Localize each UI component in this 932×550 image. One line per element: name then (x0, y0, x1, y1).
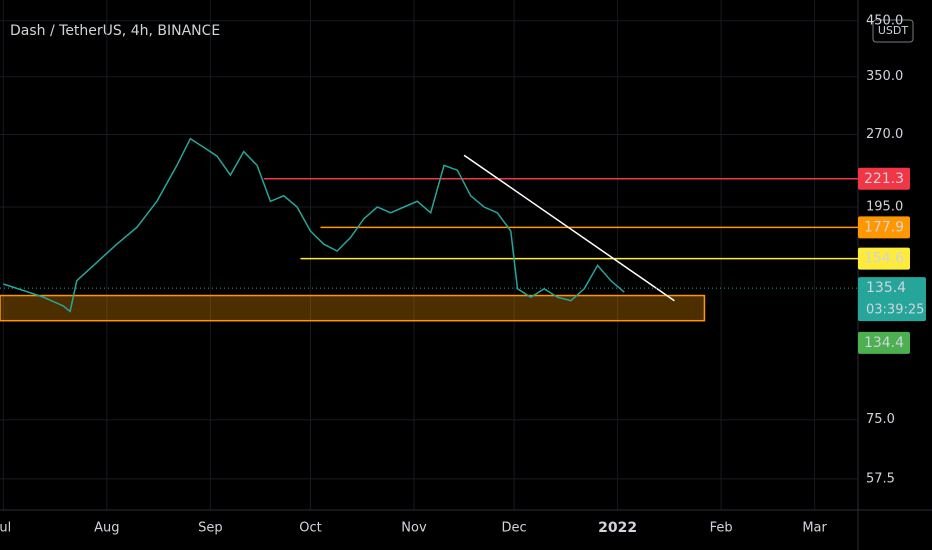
last-price-box (858, 277, 926, 322)
trendline (463, 154, 675, 302)
level-label: 221.3 (864, 171, 904, 187)
countdown-label: 03:39:25 (866, 303, 924, 318)
y-tick-label: 75.0 (866, 412, 895, 427)
zone (0, 294, 706, 322)
y-tick-label: 450.0 (866, 13, 903, 28)
level-label: 154.6 (864, 251, 904, 267)
price-line (3, 137, 625, 313)
currency-label[interactable]: USDT (878, 24, 909, 37)
x-tick-label: Nov (401, 521, 427, 536)
x-tick-label: Mar (802, 521, 827, 536)
low-label-box (858, 331, 910, 354)
level-box (858, 167, 910, 190)
level-box (858, 247, 910, 270)
x-tick-label: Dec (502, 521, 527, 536)
y-tick-label: 195.0 (866, 199, 903, 214)
x-tick-label: Oct (299, 521, 321, 536)
level-label: 177.9 (864, 219, 904, 235)
last-price-label: 135.4 (866, 280, 906, 296)
y-tick-label: 57.5 (866, 471, 895, 486)
x-tick-label: 2022 (598, 520, 637, 536)
x-tick-label: Jul (0, 521, 11, 536)
x-tick-label: Aug (94, 521, 119, 536)
low-label: 134.4 (864, 335, 904, 351)
currency-button[interactable] (872, 19, 914, 43)
y-tick-label: 350.0 (866, 69, 903, 84)
chart-title: Dash / TetherUS, 4h, BINANCE (10, 23, 220, 39)
y-tick-label: 270.0 (866, 127, 903, 142)
x-tick-label: Sep (198, 521, 223, 536)
level-box (858, 216, 910, 239)
x-tick-label: Feb (710, 521, 733, 536)
